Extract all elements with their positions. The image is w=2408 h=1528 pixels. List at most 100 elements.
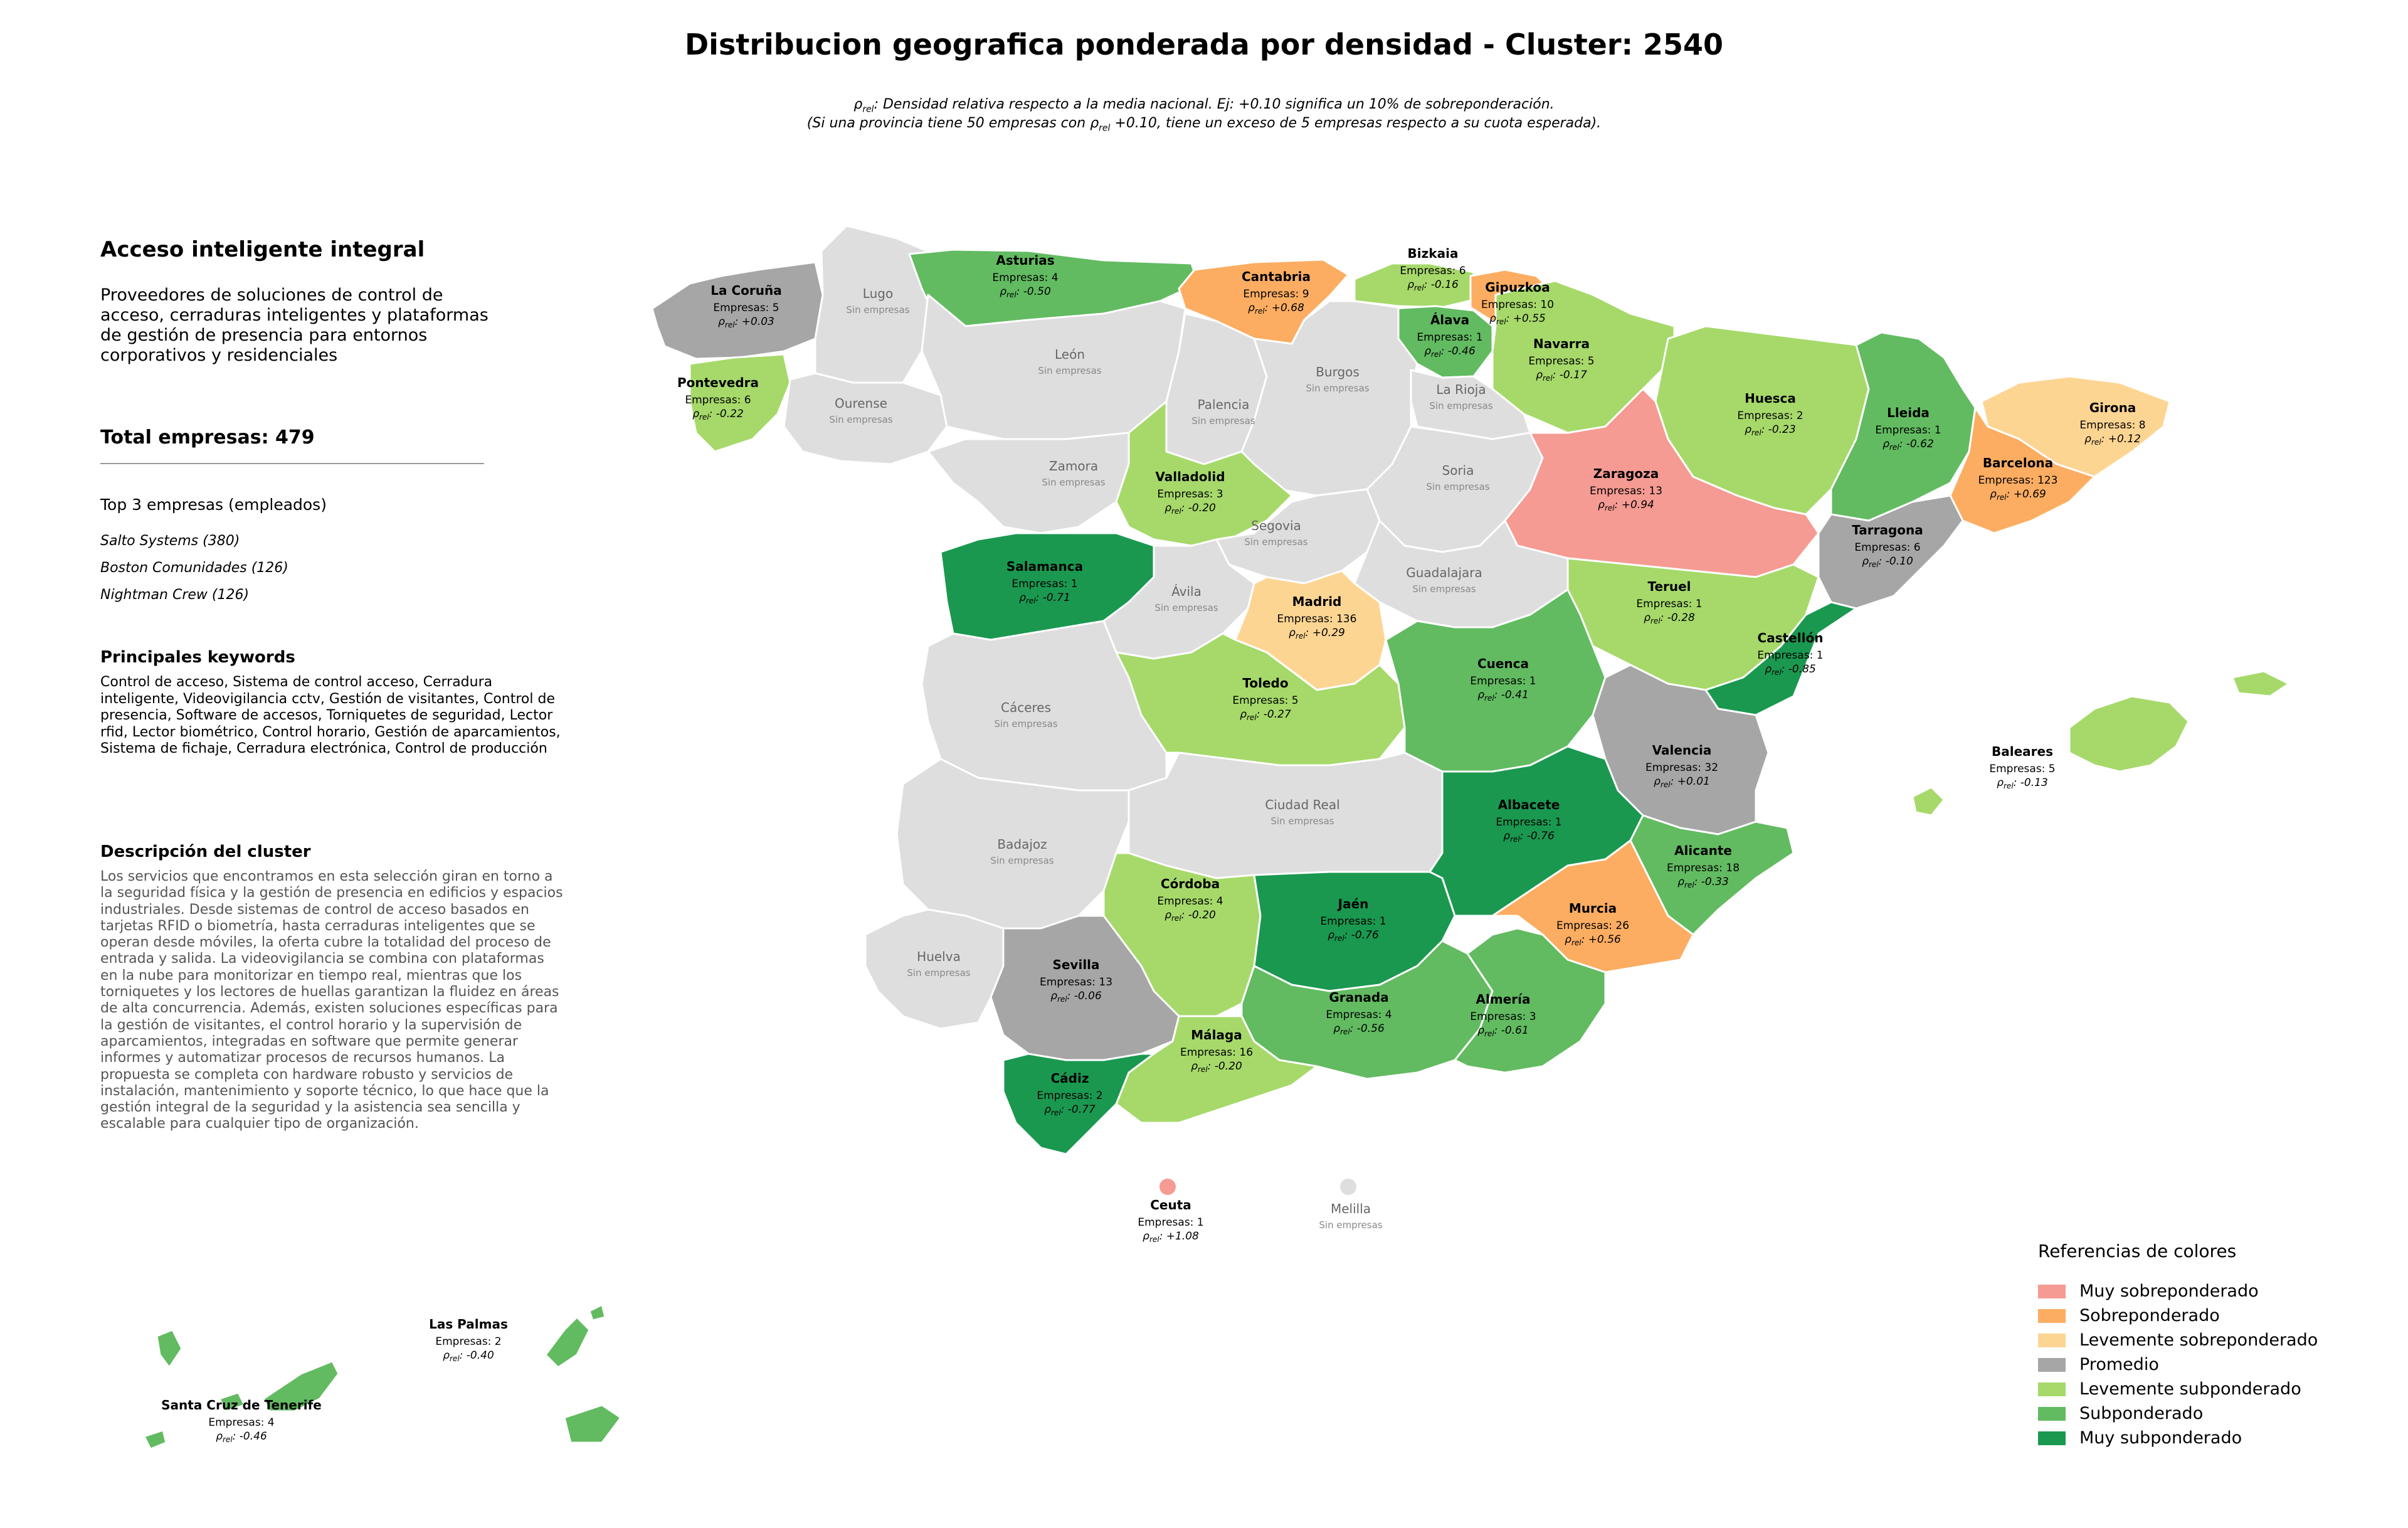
province-rho: ρrel: -0.40 bbox=[443, 1349, 494, 1363]
province-count: Empresas: 5 bbox=[1232, 694, 1298, 707]
top-company-1: Salto Systems (380) bbox=[100, 533, 240, 549]
province-label-huesca: Huesca bbox=[1745, 391, 1796, 406]
province-label-alava: Álava bbox=[1430, 312, 1469, 327]
province-count: Empresas: 4 bbox=[1157, 895, 1223, 908]
province-lleida bbox=[1830, 331, 1977, 522]
cluster-name: Acceso inteligente integral bbox=[100, 237, 425, 262]
keywords-heading: Principales keywords bbox=[100, 648, 295, 667]
top-company-3: Nightman Crew (126) bbox=[100, 587, 250, 603]
province-count: Empresas: 16 bbox=[1180, 1046, 1253, 1059]
province-rho: ρrel: +0.55 bbox=[1489, 312, 1546, 326]
province-no-data: Sin empresas bbox=[907, 967, 970, 979]
province-no-data: Sin empresas bbox=[1429, 400, 1492, 411]
province-label-soria: Soria bbox=[1442, 463, 1474, 478]
province-no-data: Sin empresas bbox=[1412, 583, 1476, 595]
province-count: Empresas: 1 bbox=[1757, 649, 1823, 662]
province-label-toledo: Toledo bbox=[1242, 676, 1288, 691]
rho-symbol: ρrel bbox=[853, 97, 874, 115]
province-count: Empresas: 3 bbox=[1157, 488, 1223, 501]
province-no-data: Sin empresas bbox=[1244, 536, 1307, 548]
legend-label: Levemente subponderado bbox=[2079, 1379, 2301, 1399]
province-no-data: Sin empresas bbox=[1191, 415, 1255, 427]
province-almeria bbox=[1454, 927, 1607, 1074]
province-rho: ρrel: +0.12 bbox=[2084, 433, 2141, 447]
province-no-data: Sin empresas bbox=[1038, 365, 1101, 376]
province-label-castellon: Castellón bbox=[1758, 630, 1824, 645]
color-legend: Referencias de colores Muy sobreponderad… bbox=[2038, 1241, 2318, 1450]
province-label-santa-cruz-de-tenerife: Santa Cruz de Tenerife bbox=[161, 1398, 322, 1413]
province-barcelona bbox=[1949, 406, 2096, 534]
province-label-ourense: Ourense bbox=[835, 396, 887, 411]
legend-label: Muy subponderado bbox=[2079, 1428, 2242, 1448]
province-rho: ρrel: -0.22 bbox=[692, 408, 744, 422]
province-count: Empresas: 5 bbox=[1528, 355, 1594, 368]
subtitle-line-2: (Si una provincia tiene 50 empresas con … bbox=[806, 115, 1602, 134]
province-label-valladolid: Valladolid bbox=[1155, 469, 1225, 484]
province-label-navarra: Navarra bbox=[1533, 336, 1590, 351]
province-rho: ρrel: -0.56 bbox=[1333, 1022, 1385, 1036]
cluster-description-heading: Descripción del cluster bbox=[100, 842, 311, 861]
province-rho: ρrel: -0.10 bbox=[1862, 555, 1913, 569]
province-count: Empresas: 1 bbox=[1470, 675, 1536, 687]
legend-item: Subponderado bbox=[2038, 1401, 2318, 1426]
province-rho: ρrel: -0.76 bbox=[1503, 830, 1555, 844]
province-label-gipuzkoa: Gipuzkoa bbox=[1485, 280, 1550, 295]
province-label-baleares: Baleares bbox=[1992, 744, 2053, 759]
province-count: Empresas: 9 bbox=[1243, 288, 1309, 300]
province-count: Empresas: 2 bbox=[1037, 1090, 1102, 1102]
top-company-2: Boston Comunidades (126) bbox=[100, 560, 288, 576]
province-label-lleida: Lleida bbox=[1887, 405, 1930, 420]
province-baleares bbox=[1911, 670, 2290, 817]
province-count: Empresas: 4 bbox=[1326, 1009, 1391, 1021]
province-label-teruel: Teruel bbox=[1647, 579, 1691, 594]
province-label-caceres: Cáceres bbox=[1001, 700, 1051, 715]
province-count: Empresas: 13 bbox=[1590, 485, 1662, 497]
province-label-ciudad-real: Ciudad Real bbox=[1265, 797, 1339, 812]
page-title: Distribucion geografica ponderada por de… bbox=[685, 28, 1723, 61]
province-no-data: Sin empresas bbox=[1426, 481, 1489, 492]
province-rho: ρrel: -0.77 bbox=[1044, 1103, 1096, 1117]
province-count: Empresas: 1 bbox=[1320, 915, 1386, 928]
cluster-description-text: Los servicios que encontramos en esta se… bbox=[100, 869, 563, 1132]
province-count: Empresas: 1 bbox=[1496, 816, 1561, 829]
province-label-pontevedra: Pontevedra bbox=[677, 375, 759, 390]
legend-swatch bbox=[2038, 1406, 2066, 1421]
legend-label: Promedio bbox=[2079, 1355, 2159, 1374]
province-label-sevilla: Sevilla bbox=[1052, 957, 1099, 972]
province-ceuta bbox=[1159, 1179, 1176, 1195]
province-rho: ρrel: -0.71 bbox=[1019, 592, 1070, 605]
province-label-bizkaia: Bizkaia bbox=[1408, 246, 1459, 261]
province-count: Empresas: 4 bbox=[992, 272, 1058, 284]
province-label-cordoba: Córdoba bbox=[1161, 876, 1220, 891]
province-rho: ρrel: -0.76 bbox=[1328, 929, 1379, 943]
province-label-cantabria: Cantabria bbox=[1242, 269, 1311, 284]
province-rho: ρrel: -0.41 bbox=[1477, 689, 1529, 703]
legend-label: Levemente sobreponderado bbox=[2079, 1330, 2318, 1350]
province-count: Empresas: 2 bbox=[435, 1335, 501, 1348]
province-rho: ρrel: +0.03 bbox=[718, 316, 774, 329]
divider bbox=[100, 463, 484, 464]
province-label-badajoz: Badajoz bbox=[997, 837, 1047, 852]
province-count: Empresas: 6 bbox=[685, 394, 751, 406]
province-no-data: Sin empresas bbox=[1042, 477, 1105, 488]
province-label-murcia: Murcia bbox=[1569, 901, 1617, 916]
legend-swatch bbox=[2038, 1333, 2066, 1347]
province-no-data: Sin empresas bbox=[994, 718, 1057, 730]
province-label-granada: Granada bbox=[1329, 990, 1388, 1005]
province-count: Empresas: 32 bbox=[1645, 761, 1718, 774]
province-count: Empresas: 1 bbox=[1417, 331, 1482, 344]
legend-item: Levemente subponderado bbox=[2038, 1377, 2318, 1401]
province-rho: ρrel: -0.17 bbox=[1536, 369, 1587, 383]
province-label-avila: Ávila bbox=[1171, 584, 1201, 599]
province-rho: ρrel: +0.01 bbox=[1654, 775, 1710, 789]
province-label-malaga: Málaga bbox=[1191, 1027, 1242, 1043]
province-count: Empresas: 5 bbox=[713, 302, 779, 314]
legend-swatch bbox=[2038, 1308, 2066, 1323]
province-no-data: Sin empresas bbox=[829, 414, 892, 425]
province-rho: ρrel: -0.20 bbox=[1164, 909, 1216, 923]
province-rho: ρrel: -0.85 bbox=[1765, 663, 1816, 677]
province-pontevedra bbox=[689, 353, 791, 453]
province-label-girona: Girona bbox=[2089, 400, 2136, 415]
province-rho: ρrel: -0.62 bbox=[1883, 438, 1934, 452]
legend-swatch bbox=[2038, 1357, 2066, 1372]
